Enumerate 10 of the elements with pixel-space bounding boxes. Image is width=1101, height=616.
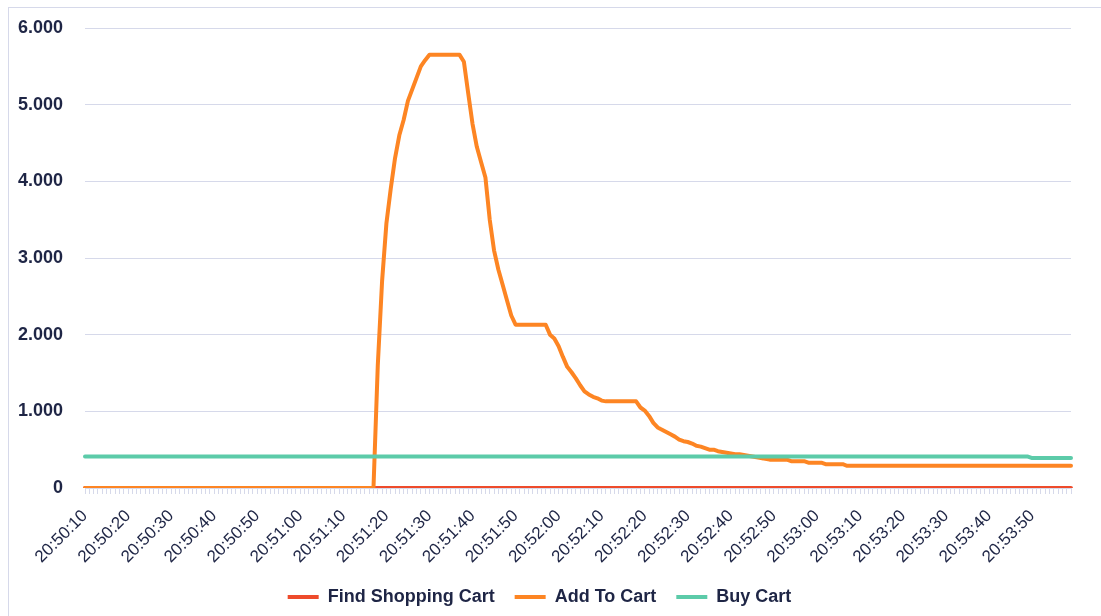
y-tick-label: 0	[52, 476, 63, 497]
y-tick-label: 6.000	[17, 16, 63, 37]
legend-label: Buy Cart	[716, 585, 792, 606]
y-tick-label: 3.000	[17, 246, 63, 267]
y-tick-label: 4.000	[17, 170, 63, 191]
y-tick-label: 5.000	[17, 93, 63, 114]
y-tick-label: 2.000	[17, 323, 63, 344]
legend-label: Find Shopping Cart	[327, 585, 495, 606]
legend-label: Add To Cart	[554, 585, 657, 606]
y-tick-label: 1.000	[17, 400, 63, 421]
